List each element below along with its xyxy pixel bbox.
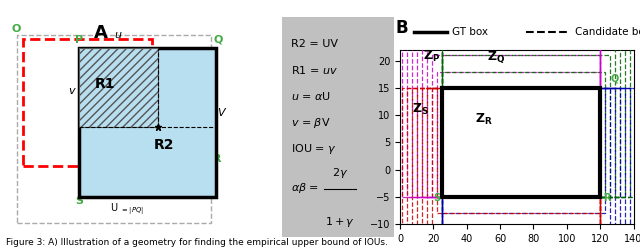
Text: $\mathbf{Z_S}$: $\mathbf{Z_S}$ [412,101,429,117]
Bar [427,88,600,246]
Text: R: R [604,193,611,203]
Bar [417,88,600,249]
Bar [442,88,640,249]
Text: U $_{=|PQ|}$: U $_{=|PQ|}$ [111,201,144,217]
Bar [79,48,216,197]
Text: A: A [93,24,108,42]
Text: R1 = $uv$: R1 = $uv$ [291,64,337,76]
Bar [442,88,600,197]
Bar [442,0,636,197]
Text: $\mathbf{Z_R}$: $\mathbf{Z_R}$ [475,112,493,127]
Bar [432,55,600,197]
Bar [442,6,625,197]
Bar [442,55,611,197]
Text: S: S [75,196,83,206]
Text: R1: R1 [95,76,116,91]
Text: Figure 3: A) Illustration of a geometry for finding the empirical upper bound of: Figure 3: A) Illustration of a geometry … [6,238,388,247]
Text: $1 + \gamma$: $1 + \gamma$ [325,215,355,229]
Bar [22,39,152,166]
Bar [442,72,605,197]
Text: Q: Q [611,73,618,83]
Text: $v$ = $\beta$V: $v$ = $\beta$V [291,116,330,130]
Text: B: B [396,19,408,37]
Bar [442,23,620,197]
Bar [442,88,605,213]
Text: v: v [68,86,75,96]
Bar [442,88,611,230]
Bar [17,35,211,223]
Bar [442,39,615,197]
Text: R2 = UV: R2 = UV [291,39,337,49]
Bar [442,88,615,246]
Text: $\mathbf{Z_Q}$: $\mathbf{Z_Q}$ [487,49,505,65]
Text: $2\gamma$: $2\gamma$ [332,166,348,180]
Text: V: V [218,108,225,118]
Text: IOU = $\gamma$: IOU = $\gamma$ [291,142,336,156]
Bar [402,88,600,249]
Text: S: S [433,193,440,203]
Bar [442,88,630,249]
Text: Q: Q [213,35,223,45]
Bar [79,48,158,127]
Bar [422,88,600,249]
Bar [432,88,600,230]
Text: u: u [114,30,121,40]
Text: R2: R2 [154,138,175,152]
Bar [442,0,630,197]
Text: $u$ = $\alpha$U: $u$ = $\alpha$U [291,90,330,102]
Bar [402,0,600,197]
Text: R: R [213,154,222,164]
Text: $\alpha\beta$ =: $\alpha\beta$ = [291,181,319,195]
Bar [412,0,600,197]
Bar [406,0,600,197]
Bar [442,88,625,249]
Bar [406,88,600,249]
Bar [412,88,600,249]
Text: Candidate boxes: Candidate boxes [575,27,640,37]
Text: GT box: GT box [452,27,488,37]
Bar [422,23,600,197]
Bar [436,72,600,197]
Bar [436,88,600,213]
Text: P: P [75,35,83,45]
Text: O: O [12,24,21,34]
Text: $\mathbf{Z_P}$: $\mathbf{Z_P}$ [424,49,440,64]
Bar [442,88,636,249]
Bar [427,39,600,197]
Bar [442,88,620,249]
Bar [442,0,640,197]
Bar [417,6,600,197]
